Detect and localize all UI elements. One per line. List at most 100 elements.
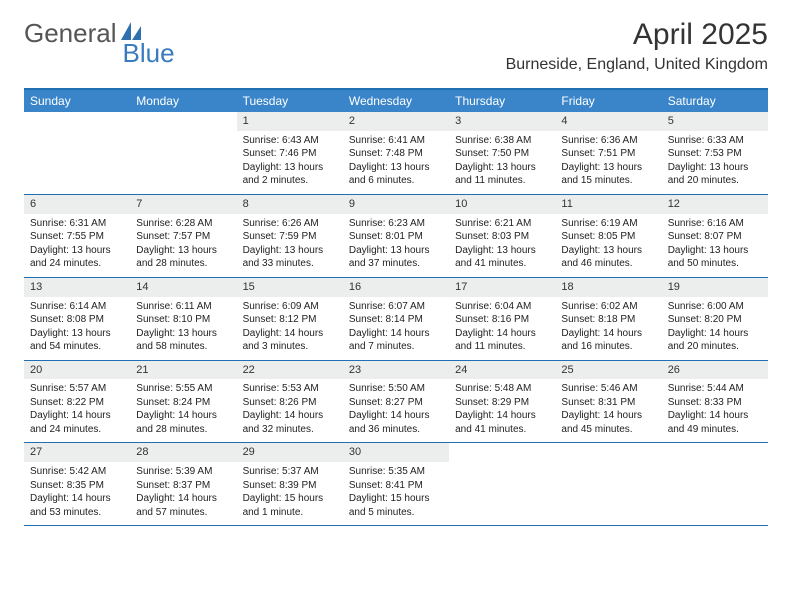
dow-cell: Wednesday: [343, 90, 449, 112]
day-cell: 18Sunrise: 6:02 AMSunset: 8:18 PMDayligh…: [555, 278, 661, 360]
day-cell: [130, 112, 236, 194]
day-body: Sunrise: 5:57 AMSunset: 8:22 PMDaylight:…: [24, 379, 130, 442]
daylight-text: Daylight: 14 hours and 53 minutes.: [30, 492, 124, 519]
sunset-text: Sunset: 8:10 PM: [136, 313, 230, 327]
sunrise-text: Sunrise: 6:33 AM: [668, 134, 762, 148]
day-cell: 17Sunrise: 6:04 AMSunset: 8:16 PMDayligh…: [449, 278, 555, 360]
day-number: 9: [343, 195, 449, 214]
day-cell: 5Sunrise: 6:33 AMSunset: 7:53 PMDaylight…: [662, 112, 768, 194]
day-number: 8: [237, 195, 343, 214]
day-body: Sunrise: 5:37 AMSunset: 8:39 PMDaylight:…: [237, 462, 343, 525]
daylight-text: Daylight: 14 hours and 45 minutes.: [561, 409, 655, 436]
week-row: 27Sunrise: 5:42 AMSunset: 8:35 PMDayligh…: [24, 443, 768, 526]
day-body: [130, 128, 236, 186]
logo: General Blue: [24, 18, 175, 49]
day-number: 28: [130, 443, 236, 462]
day-cell: 4 Sunrise: 6:36 AMSunset: 7:51 PMDaylight…: [555, 112, 661, 194]
daylight-text: Daylight: 13 hours and 2 minutes.: [243, 161, 337, 188]
day-number: [130, 112, 236, 128]
daylight-text: Daylight: 14 hours and 24 minutes.: [30, 409, 124, 436]
dow-cell: Monday: [130, 90, 236, 112]
sunset-text: Sunset: 7:51 PM: [561, 147, 655, 161]
sunrise-text: Sunrise: 6:36 AM: [561, 134, 655, 148]
dow-cell: Tuesday: [237, 90, 343, 112]
day-number: 1: [237, 112, 343, 131]
logo-text-2: Blue: [123, 38, 175, 69]
day-number: [662, 443, 768, 459]
sunrise-text: Sunrise: 6:07 AM: [349, 300, 443, 314]
day-body: Sunrise: 6:38 AMSunset: 7:50 PMDaylight:…: [449, 131, 555, 194]
day-body: Sunrise: 5:55 AMSunset: 8:24 PMDaylight:…: [130, 379, 236, 442]
day-cell: [662, 443, 768, 525]
day-number: 23: [343, 361, 449, 380]
sunset-text: Sunset: 8:33 PM: [668, 396, 762, 410]
day-body: [555, 459, 661, 517]
sunrise-text: Sunrise: 5:35 AM: [349, 465, 443, 479]
daylight-text: Daylight: 14 hours and 49 minutes.: [668, 409, 762, 436]
day-number: 13: [24, 278, 130, 297]
daylight-text: Daylight: 15 hours and 5 minutes.: [349, 492, 443, 519]
day-cell: [555, 443, 661, 525]
day-cell: 25Sunrise: 5:46 AMSunset: 8:31 PMDayligh…: [555, 361, 661, 443]
day-cell: 29Sunrise: 5:37 AMSunset: 8:39 PMDayligh…: [237, 443, 343, 525]
day-body: Sunrise: 5:46 AMSunset: 8:31 PMDaylight:…: [555, 379, 661, 442]
day-body: Sunrise: 6:26 AMSunset: 7:59 PMDaylight:…: [237, 214, 343, 277]
day-cell: 7Sunrise: 6:28 AMSunset: 7:57 PMDaylight…: [130, 195, 236, 277]
sunset-text: Sunset: 7:48 PM: [349, 147, 443, 161]
month-title: April 2025: [506, 18, 768, 52]
sunset-text: Sunset: 8:08 PM: [30, 313, 124, 327]
daylight-text: Daylight: 14 hours and 41 minutes.: [455, 409, 549, 436]
daylight-text: Daylight: 13 hours and 20 minutes.: [668, 161, 762, 188]
day-body: [449, 459, 555, 517]
daylight-text: Daylight: 14 hours and 32 minutes.: [243, 409, 337, 436]
day-body: Sunrise: 6:11 AMSunset: 8:10 PMDaylight:…: [130, 297, 236, 360]
daylight-text: Daylight: 13 hours and 15 minutes.: [561, 161, 655, 188]
week-row: 1Sunrise: 6:43 AMSunset: 7:46 PMDaylight…: [24, 112, 768, 195]
sunset-text: Sunset: 8:07 PM: [668, 230, 762, 244]
sunrise-text: Sunrise: 6:00 AM: [668, 300, 762, 314]
day-body: Sunrise: 6:33 AMSunset: 7:53 PMDaylight:…: [662, 131, 768, 194]
day-number: 19: [662, 278, 768, 297]
sunset-text: Sunset: 8:01 PM: [349, 230, 443, 244]
day-body: Sunrise: 6:04 AMSunset: 8:16 PMDaylight:…: [449, 297, 555, 360]
dow-cell: Thursday: [449, 90, 555, 112]
day-number: 14: [130, 278, 236, 297]
day-number: 4: [555, 112, 661, 131]
day-cell: 27Sunrise: 5:42 AMSunset: 8:35 PMDayligh…: [24, 443, 130, 525]
day-body: Sunrise: 6:31 AMSunset: 7:55 PMDaylight:…: [24, 214, 130, 277]
sunset-text: Sunset: 8:12 PM: [243, 313, 337, 327]
sunset-text: Sunset: 8:05 PM: [561, 230, 655, 244]
day-cell: 11Sunrise: 6:19 AMSunset: 8:05 PMDayligh…: [555, 195, 661, 277]
day-cell: 3Sunrise: 6:38 AMSunset: 7:50 PMDaylight…: [449, 112, 555, 194]
sunrise-text: Sunrise: 6:21 AM: [455, 217, 549, 231]
day-body: Sunrise: 6:23 AMSunset: 8:01 PMDaylight:…: [343, 214, 449, 277]
daylight-text: Daylight: 14 hours and 3 minutes.: [243, 327, 337, 354]
sunrise-text: Sunrise: 6:04 AM: [455, 300, 549, 314]
sunset-text: Sunset: 8:37 PM: [136, 479, 230, 493]
sunrise-text: Sunrise: 5:50 AM: [349, 382, 443, 396]
day-body: [662, 459, 768, 517]
sunrise-text: Sunrise: 5:46 AM: [561, 382, 655, 396]
day-cell: 12Sunrise: 6:16 AMSunset: 8:07 PMDayligh…: [662, 195, 768, 277]
sunrise-text: Sunrise: 5:37 AM: [243, 465, 337, 479]
day-number: 11: [555, 195, 661, 214]
day-number: 30: [343, 443, 449, 462]
day-cell: 20Sunrise: 5:57 AMSunset: 8:22 PMDayligh…: [24, 361, 130, 443]
sunset-text: Sunset: 8:03 PM: [455, 230, 549, 244]
day-number: 3: [449, 112, 555, 131]
dow-cell: Friday: [555, 90, 661, 112]
day-cell: 10Sunrise: 6:21 AMSunset: 8:03 PMDayligh…: [449, 195, 555, 277]
day-cell: 21Sunrise: 5:55 AMSunset: 8:24 PMDayligh…: [130, 361, 236, 443]
day-body: Sunrise: 6:09 AMSunset: 8:12 PMDaylight:…: [237, 297, 343, 360]
sunrise-text: Sunrise: 5:53 AM: [243, 382, 337, 396]
sunrise-text: Sunrise: 6:23 AM: [349, 217, 443, 231]
daylight-text: Daylight: 14 hours and 7 minutes.: [349, 327, 443, 354]
day-body: Sunrise: 5:50 AMSunset: 8:27 PMDaylight:…: [343, 379, 449, 442]
sunset-text: Sunset: 8:22 PM: [30, 396, 124, 410]
sunrise-text: Sunrise: 6:11 AM: [136, 300, 230, 314]
sunrise-text: Sunrise: 5:48 AM: [455, 382, 549, 396]
sunset-text: Sunset: 8:27 PM: [349, 396, 443, 410]
daylight-text: Daylight: 13 hours and 41 minutes.: [455, 244, 549, 271]
header: General Blue April 2025 Burneside, Engla…: [0, 0, 792, 82]
day-cell: 23Sunrise: 5:50 AMSunset: 8:27 PMDayligh…: [343, 361, 449, 443]
